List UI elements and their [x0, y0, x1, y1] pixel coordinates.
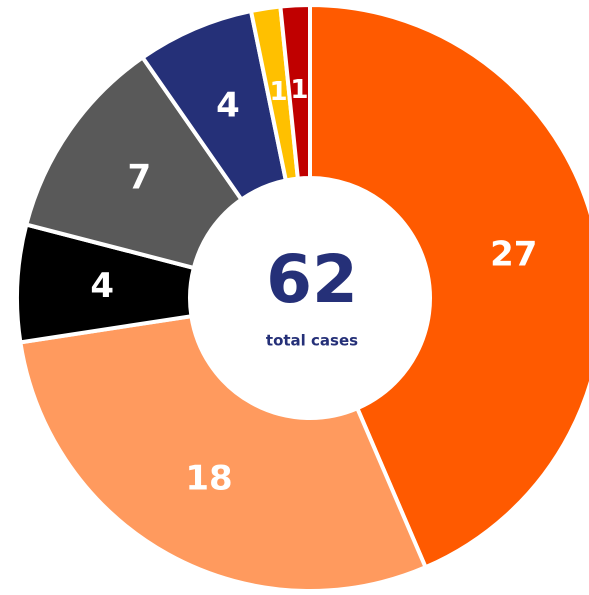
- data-label: 4: [90, 266, 114, 306]
- data-label: 1: [290, 75, 308, 105]
- data-label: 27: [490, 235, 537, 275]
- data-label: 1: [269, 77, 287, 107]
- center-value: 62: [266, 241, 358, 318]
- center-label: total cases: [266, 332, 358, 350]
- data-label: 18: [185, 458, 232, 498]
- data-label: 4: [216, 85, 240, 125]
- slice: [18, 313, 429, 593]
- slice: [278, 2, 312, 181]
- data-label: 7: [127, 158, 151, 198]
- slice: [308, 2, 589, 570]
- slice: [23, 54, 245, 271]
